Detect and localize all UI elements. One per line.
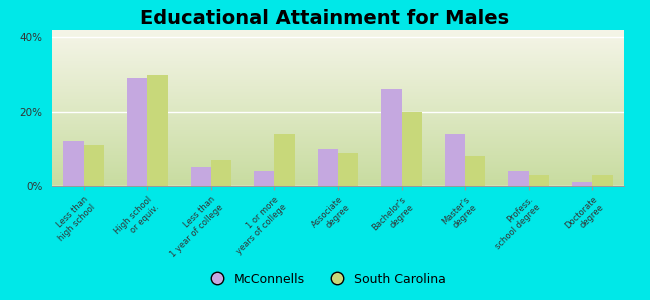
- Bar: [445, 134, 465, 186]
- Bar: [254, 171, 274, 186]
- Bar: [148, 75, 168, 186]
- Bar: [381, 89, 402, 186]
- Bar: [127, 78, 148, 186]
- Bar: [84, 145, 104, 186]
- Bar: [528, 175, 549, 186]
- Bar: [402, 112, 422, 186]
- Bar: [211, 160, 231, 186]
- Bar: [274, 134, 295, 186]
- Text: Educational Attainment for Males: Educational Attainment for Males: [140, 9, 510, 28]
- Bar: [592, 175, 612, 186]
- Bar: [64, 141, 84, 186]
- Bar: [190, 167, 211, 186]
- Bar: [318, 149, 338, 186]
- Bar: [508, 171, 528, 186]
- Bar: [572, 182, 592, 186]
- Bar: [338, 153, 358, 186]
- Legend: McConnells, South Carolina: McConnells, South Carolina: [199, 268, 451, 291]
- Bar: [465, 156, 486, 186]
